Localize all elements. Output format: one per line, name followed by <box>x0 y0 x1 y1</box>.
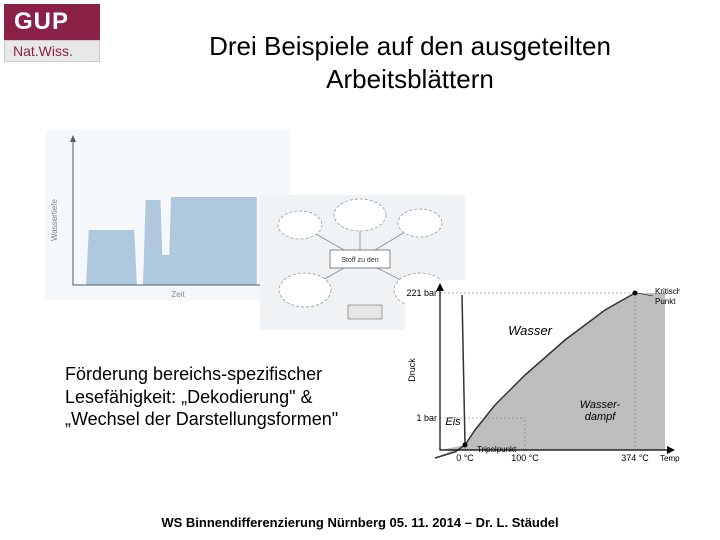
logo: GUP Nat.Wiss. <box>4 4 100 62</box>
svg-text:Wassertiefe: Wassertiefe <box>50 198 59 240</box>
title-line1: Drei Beispiele auf den ausgeteilten <box>209 31 611 61</box>
chart-water-depth: Wassertiefe Zeit <box>45 130 290 300</box>
chart-phase-diagram: 221 bar 1 bar 0 °C 100 °C 374 °C Eis Wasser Was… <box>405 280 680 470</box>
svg-text:Zeit: Zeit <box>171 290 185 299</box>
footer-text: WS Binnendifferenzierung Nürnberg 05. 11… <box>0 515 720 530</box>
page-title: Drei Beispiele auf den ausgeteilten Arbe… <box>120 30 700 95</box>
logo-bottom-text: Nat.Wiss. <box>4 40 100 62</box>
svg-text:Eis: Eis <box>445 416 461 428</box>
logo-top-text: GUP <box>4 4 100 40</box>
title-line2: Arbeitsblättern <box>326 64 494 94</box>
svg-text:Druck: Druck <box>407 358 417 382</box>
svg-text:Kritischer: Kritischer <box>655 287 680 296</box>
svg-text:Tripelpunkt: Tripelpunkt <box>477 445 517 454</box>
subtitle-text: Förderung bereichs-spezifischer Lesefähi… <box>65 363 345 431</box>
svg-text:Punkt: Punkt <box>655 297 676 306</box>
svg-text:Wasser-: Wasser- <box>580 399 621 411</box>
svg-text:100 °C: 100 °C <box>511 453 539 463</box>
svg-text:Stoff zu den: Stoff zu den <box>341 257 378 264</box>
svg-text:Wasser: Wasser <box>508 323 552 338</box>
svg-text:dampf: dampf <box>585 411 617 423</box>
svg-text:221 bar: 221 bar <box>406 288 437 298</box>
svg-text:0 °C: 0 °C <box>456 453 474 463</box>
svg-text:Temperatur: Temperatur <box>660 454 680 463</box>
svg-text:374 °C: 374 °C <box>621 453 649 463</box>
svg-text:1 bar: 1 bar <box>416 413 437 423</box>
